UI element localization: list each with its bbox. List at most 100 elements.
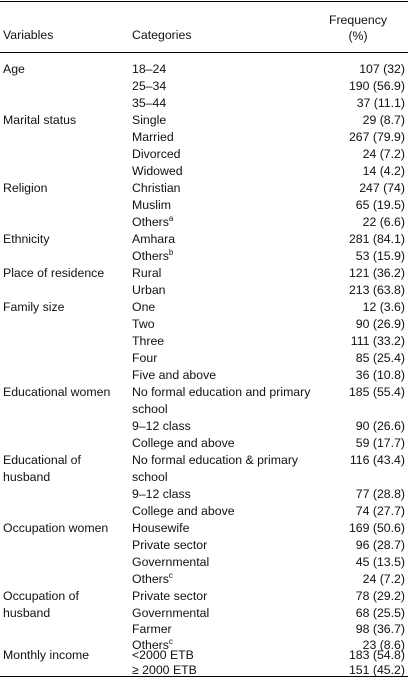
- category-text: Governmental: [132, 606, 210, 620]
- footnote-marker: a: [168, 213, 174, 223]
- bottom-rule: [0, 676, 408, 677]
- frequency-cell: 151 (45.2): [348, 663, 405, 677]
- category-cell: 9–12 class: [132, 486, 332, 503]
- category-cell: Othersa: [132, 214, 332, 231]
- category-cell: Urban: [132, 282, 332, 299]
- frequency-cell: 24 (7.2): [362, 147, 405, 161]
- category-text: Two: [132, 317, 155, 331]
- frequency-cell: 267 (79.9): [348, 130, 405, 144]
- variable-cell: Educational women: [3, 385, 111, 399]
- category-cell: Four: [132, 350, 332, 367]
- category-cell: ≥ 2000 ETB: [132, 662, 332, 679]
- frequency-cell: 77 (28.8): [355, 487, 405, 501]
- category-text: Christian: [132, 181, 181, 195]
- frequency-cell: 68 (25.5): [355, 606, 405, 620]
- category-cell: Five and above: [132, 367, 332, 384]
- category-text: ≥ 2000 ETB: [132, 663, 197, 677]
- category-text: Urban: [132, 283, 166, 297]
- category-text: <2000 ETB: [132, 648, 194, 662]
- category-cell: Rural: [132, 265, 332, 282]
- variable-cell: Occupation women: [3, 521, 109, 535]
- frequency-cell: 96 (28.7): [355, 538, 405, 552]
- category-text: Others: [132, 572, 169, 586]
- frequency-cell: 85 (25.4): [355, 351, 405, 365]
- variable-cell: Monthly income: [3, 648, 90, 662]
- variable-cell: Ethnicity: [3, 232, 50, 246]
- category-cell: College and above: [132, 435, 332, 452]
- category-text: Governmental: [132, 555, 210, 569]
- category-cell: 9–12 class: [132, 418, 332, 435]
- category-cell: 18–24: [132, 61, 332, 78]
- category-cell: Muslim: [132, 197, 332, 214]
- top-rule: [0, 1, 408, 2]
- variable-cell: Marital status: [3, 113, 77, 127]
- category-text: Others: [132, 215, 169, 229]
- frequency-cell: 36 (10.8): [355, 368, 405, 382]
- frequency-cell: 183 (54.8): [348, 648, 405, 662]
- variable-cell: Family size: [3, 300, 65, 314]
- category-cell: Othersc: [132, 571, 332, 588]
- category-text: College and above: [132, 436, 235, 450]
- footnote-marker: b: [168, 247, 174, 257]
- category-cell: Widowed: [132, 163, 332, 180]
- category-cell: 35–44: [132, 95, 332, 112]
- category-cell: Farmer: [132, 621, 332, 638]
- category-cell: Single: [132, 112, 332, 129]
- category-text: Farmer: [132, 622, 172, 636]
- frequency-cell: 59 (17.7): [355, 436, 405, 450]
- frequency-cell: 111 (33.2): [350, 334, 405, 348]
- header-frequency-line2: (%): [348, 29, 368, 43]
- category-text: Private sector: [132, 538, 208, 552]
- frequency-cell: 45 (13.5): [355, 555, 405, 569]
- category-text: Rural: [132, 266, 162, 280]
- frequency-cell: 213 (63.8): [348, 283, 405, 297]
- variable-cell: Religion: [3, 181, 48, 195]
- frequency-cell: 107 (32): [359, 62, 405, 76]
- category-cell: Married: [132, 129, 332, 146]
- variable-cell: Place of residence: [3, 266, 105, 280]
- frequency-cell: 90 (26.6): [355, 419, 405, 433]
- frequency-cell: 98 (36.7): [355, 622, 405, 636]
- category-text: 18–24: [132, 62, 167, 76]
- category-cell: Divorced: [132, 146, 332, 163]
- frequency-cell: 281 (84.1): [348, 232, 405, 246]
- frequency-cell: 121 (36.2): [348, 266, 405, 280]
- category-text: 35–44: [132, 96, 167, 110]
- category-text: 25–34: [132, 79, 167, 93]
- category-cell: Private sector: [132, 588, 332, 605]
- variable-cell: Educational of husband: [3, 453, 81, 484]
- frequency-cell: 74 (27.7): [355, 504, 405, 518]
- category-cell: Othersc: [132, 637, 332, 654]
- category-text: Four: [132, 351, 158, 365]
- category-text: Single: [132, 113, 167, 127]
- category-text: Amhara: [132, 232, 176, 246]
- footnote-marker: c: [168, 636, 173, 646]
- category-cell: Private sector: [132, 537, 332, 554]
- header-variables: Variables: [3, 28, 54, 42]
- category-text: Others: [132, 249, 169, 263]
- category-text: Married: [132, 130, 174, 144]
- category-text: Housewife: [132, 521, 190, 535]
- frequency-cell: 90 (26.9): [355, 317, 405, 331]
- category-cell: 25–34: [132, 78, 332, 95]
- header-categories: Categories: [132, 28, 192, 42]
- frequency-cell: 185 (55.4): [348, 385, 405, 399]
- category-text: 9–12 class: [132, 487, 191, 501]
- frequency-cell: 169 (50.6): [348, 521, 405, 535]
- frequency-cell: 37 (11.1): [356, 96, 405, 110]
- category-text: College and above: [132, 504, 235, 518]
- category-text: Widowed: [132, 164, 183, 178]
- category-cell: Christian: [132, 180, 332, 197]
- frequency-cell: 14 (4.2): [362, 164, 405, 178]
- variable-cell: Age: [3, 62, 25, 76]
- header-frequency: Frequency (%): [318, 12, 398, 44]
- category-text: No formal education and primary school: [132, 385, 311, 416]
- category-cell: One: [132, 299, 332, 316]
- category-cell: Governmental: [132, 605, 332, 622]
- category-text: 9–12 class: [132, 419, 191, 433]
- frequency-cell: 190 (56.9): [348, 79, 405, 93]
- header-rule: [0, 52, 408, 53]
- category-cell: Three: [132, 333, 332, 350]
- category-cell: Two: [132, 316, 332, 333]
